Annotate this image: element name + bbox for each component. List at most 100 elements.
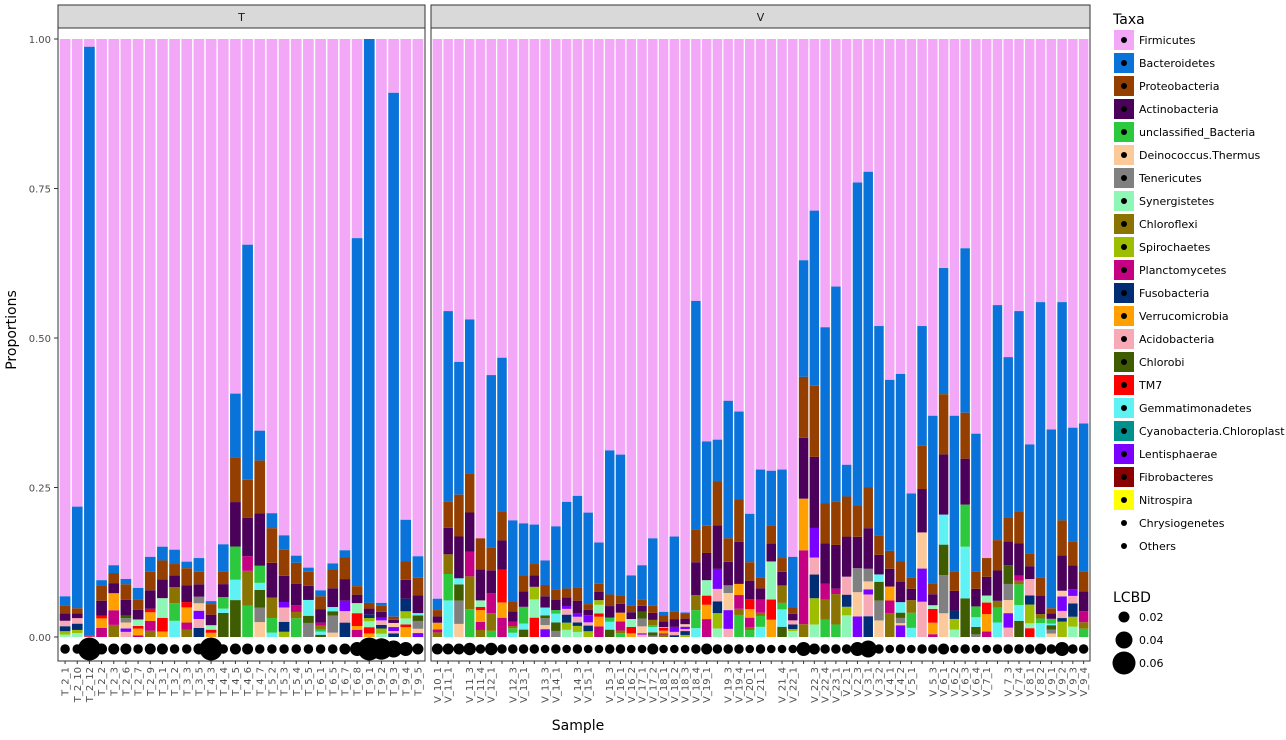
legend-taxa-label: Lentisphaerae	[1139, 448, 1218, 461]
segment-actinobacteria	[852, 536, 863, 569]
bar-V_13_2	[529, 39, 540, 637]
segment-bacteroidetes	[351, 238, 363, 587]
segment-proteobacteria	[551, 589, 561, 600]
bar-T_5_2	[266, 39, 278, 637]
x-tick-label: V_6_2	[950, 667, 961, 697]
bar-T_9_5	[412, 39, 424, 637]
segment-proteobacteria	[339, 557, 351, 580]
segment-proteobacteria	[1025, 553, 1035, 567]
segment-firmicutes	[658, 39, 669, 612]
segment-gemmatimonadetes	[169, 620, 180, 637]
segment-unclassified_bacteria	[1014, 584, 1024, 605]
segment-actinobacteria	[938, 454, 949, 515]
segment-verrucomicrobia	[594, 616, 604, 627]
segment-actinobacteria	[1068, 565, 1078, 590]
lcbd-point-T_2_9	[144, 643, 156, 655]
segment-actinobacteria	[193, 584, 205, 597]
segment-tenericutes	[193, 596, 205, 604]
segment-actinobacteria	[626, 612, 636, 620]
segment-actinobacteria	[863, 528, 873, 569]
bar-V_19_2	[712, 39, 723, 637]
segment-lentisphaerae	[1003, 613, 1013, 628]
legend-key-point	[1121, 129, 1127, 135]
segment-chloroflexi	[691, 595, 701, 611]
segment-acidobacteria	[917, 601, 927, 637]
segment-bacteroidetes	[841, 464, 852, 497]
segment-deinococcus.thermus	[1046, 633, 1057, 637]
segment-proteobacteria	[193, 571, 205, 585]
segment-spirochaetes	[363, 618, 375, 622]
segment-firmicutes	[327, 39, 339, 564]
x-tick-label: T_5_3	[280, 667, 291, 697]
segment-actinobacteria	[960, 458, 970, 505]
segment-bacteroidetes	[583, 512, 593, 605]
segment-firmicutes	[885, 39, 895, 380]
segment-firmicutes	[144, 39, 156, 557]
legend-taxa-label: unclassified_Bacteria	[1139, 126, 1255, 139]
segment-verrucomicrobia	[734, 583, 744, 596]
segment-lentisphaerae	[680, 626, 690, 630]
segment-acidobacteria	[193, 619, 205, 628]
legend-key-point	[1121, 428, 1127, 434]
bar-V_7_3	[1003, 39, 1013, 637]
segment-fusobacteria	[669, 635, 680, 637]
lcbd-point-T_4_5	[229, 643, 241, 655]
x-tick-label: V_10_1	[433, 667, 444, 703]
x-tick-label: T_3_3	[182, 667, 193, 697]
bar-V_12_3	[508, 39, 518, 637]
segment-proteobacteria	[157, 560, 168, 580]
bar-V_11_1	[443, 39, 453, 637]
segment-planctomycetes	[181, 622, 193, 630]
segment-firmicutes	[1068, 39, 1078, 428]
segment-bacteroidetes	[777, 469, 787, 559]
bar-V_14_2	[561, 39, 572, 637]
segment-proteobacteria	[669, 611, 680, 620]
legend-lcbd-title: LCBD	[1113, 590, 1151, 606]
lcbd-point-V_19_4	[734, 644, 744, 654]
lcbd-point-V_21_2	[766, 644, 776, 654]
x-tick-label: V_3_1	[864, 667, 875, 697]
segment-proteobacteria	[96, 585, 107, 601]
segment-synergistetes	[351, 603, 363, 614]
segment-synergistetes	[205, 625, 217, 630]
segment-actinobacteria	[755, 588, 766, 600]
segment-actinobacteria	[874, 554, 884, 575]
legend-size-point	[1112, 651, 1136, 675]
segment-chlorobi	[1003, 565, 1013, 584]
segment-bacteroidetes	[540, 560, 550, 585]
legend-taxa-item: Acidobacteria	[1114, 329, 1214, 349]
segment-planctomycetes	[508, 621, 518, 627]
segment-firmicutes	[928, 39, 938, 416]
segment-proteobacteria	[831, 501, 841, 545]
x-tick-label: T_9_4	[401, 667, 412, 697]
lcbd-point-T_4_3	[199, 637, 223, 661]
lcbd-point-T_6_1	[315, 644, 326, 654]
x-tick-label: V_13_3	[541, 667, 552, 703]
segment-proteobacteria	[443, 501, 453, 528]
segment-bacteroidetes	[637, 565, 647, 600]
segment-chlorobi	[938, 544, 949, 576]
bar-V_8_1	[1025, 39, 1035, 637]
segment-bacteroidetes	[788, 556, 798, 608]
segment-proteobacteria	[1078, 571, 1089, 592]
segment-proteobacteria	[529, 564, 540, 576]
segment-bacteroidetes	[680, 612, 690, 614]
segment-firmicutes	[84, 39, 95, 47]
lcbd-point-V_3_1	[859, 640, 877, 658]
segment-chlorobi	[1014, 620, 1024, 637]
y-tick-label: 0.50	[29, 334, 51, 345]
segment-actinobacteria	[351, 594, 363, 604]
legend-taxa-label: Gemmatimonadetes	[1139, 402, 1252, 415]
x-tick-label: V_18_1	[659, 667, 670, 703]
segment-bacteroidetes	[363, 39, 375, 603]
segment-acidobacteria	[561, 608, 572, 615]
segment-gemmatimonadetes	[960, 546, 970, 599]
segment-bacteroidetes	[266, 513, 278, 529]
segment-bacteroidetes	[648, 538, 658, 606]
x-tick-label: T_4_6	[243, 667, 254, 697]
segment-actinobacteria	[1035, 595, 1046, 615]
legend-taxa-label: Bacteroidetes	[1139, 57, 1215, 70]
bar-V_13_3	[540, 39, 550, 637]
x-tick-label: V_8_1	[1025, 667, 1036, 697]
segment-planctomycetes	[615, 621, 626, 631]
